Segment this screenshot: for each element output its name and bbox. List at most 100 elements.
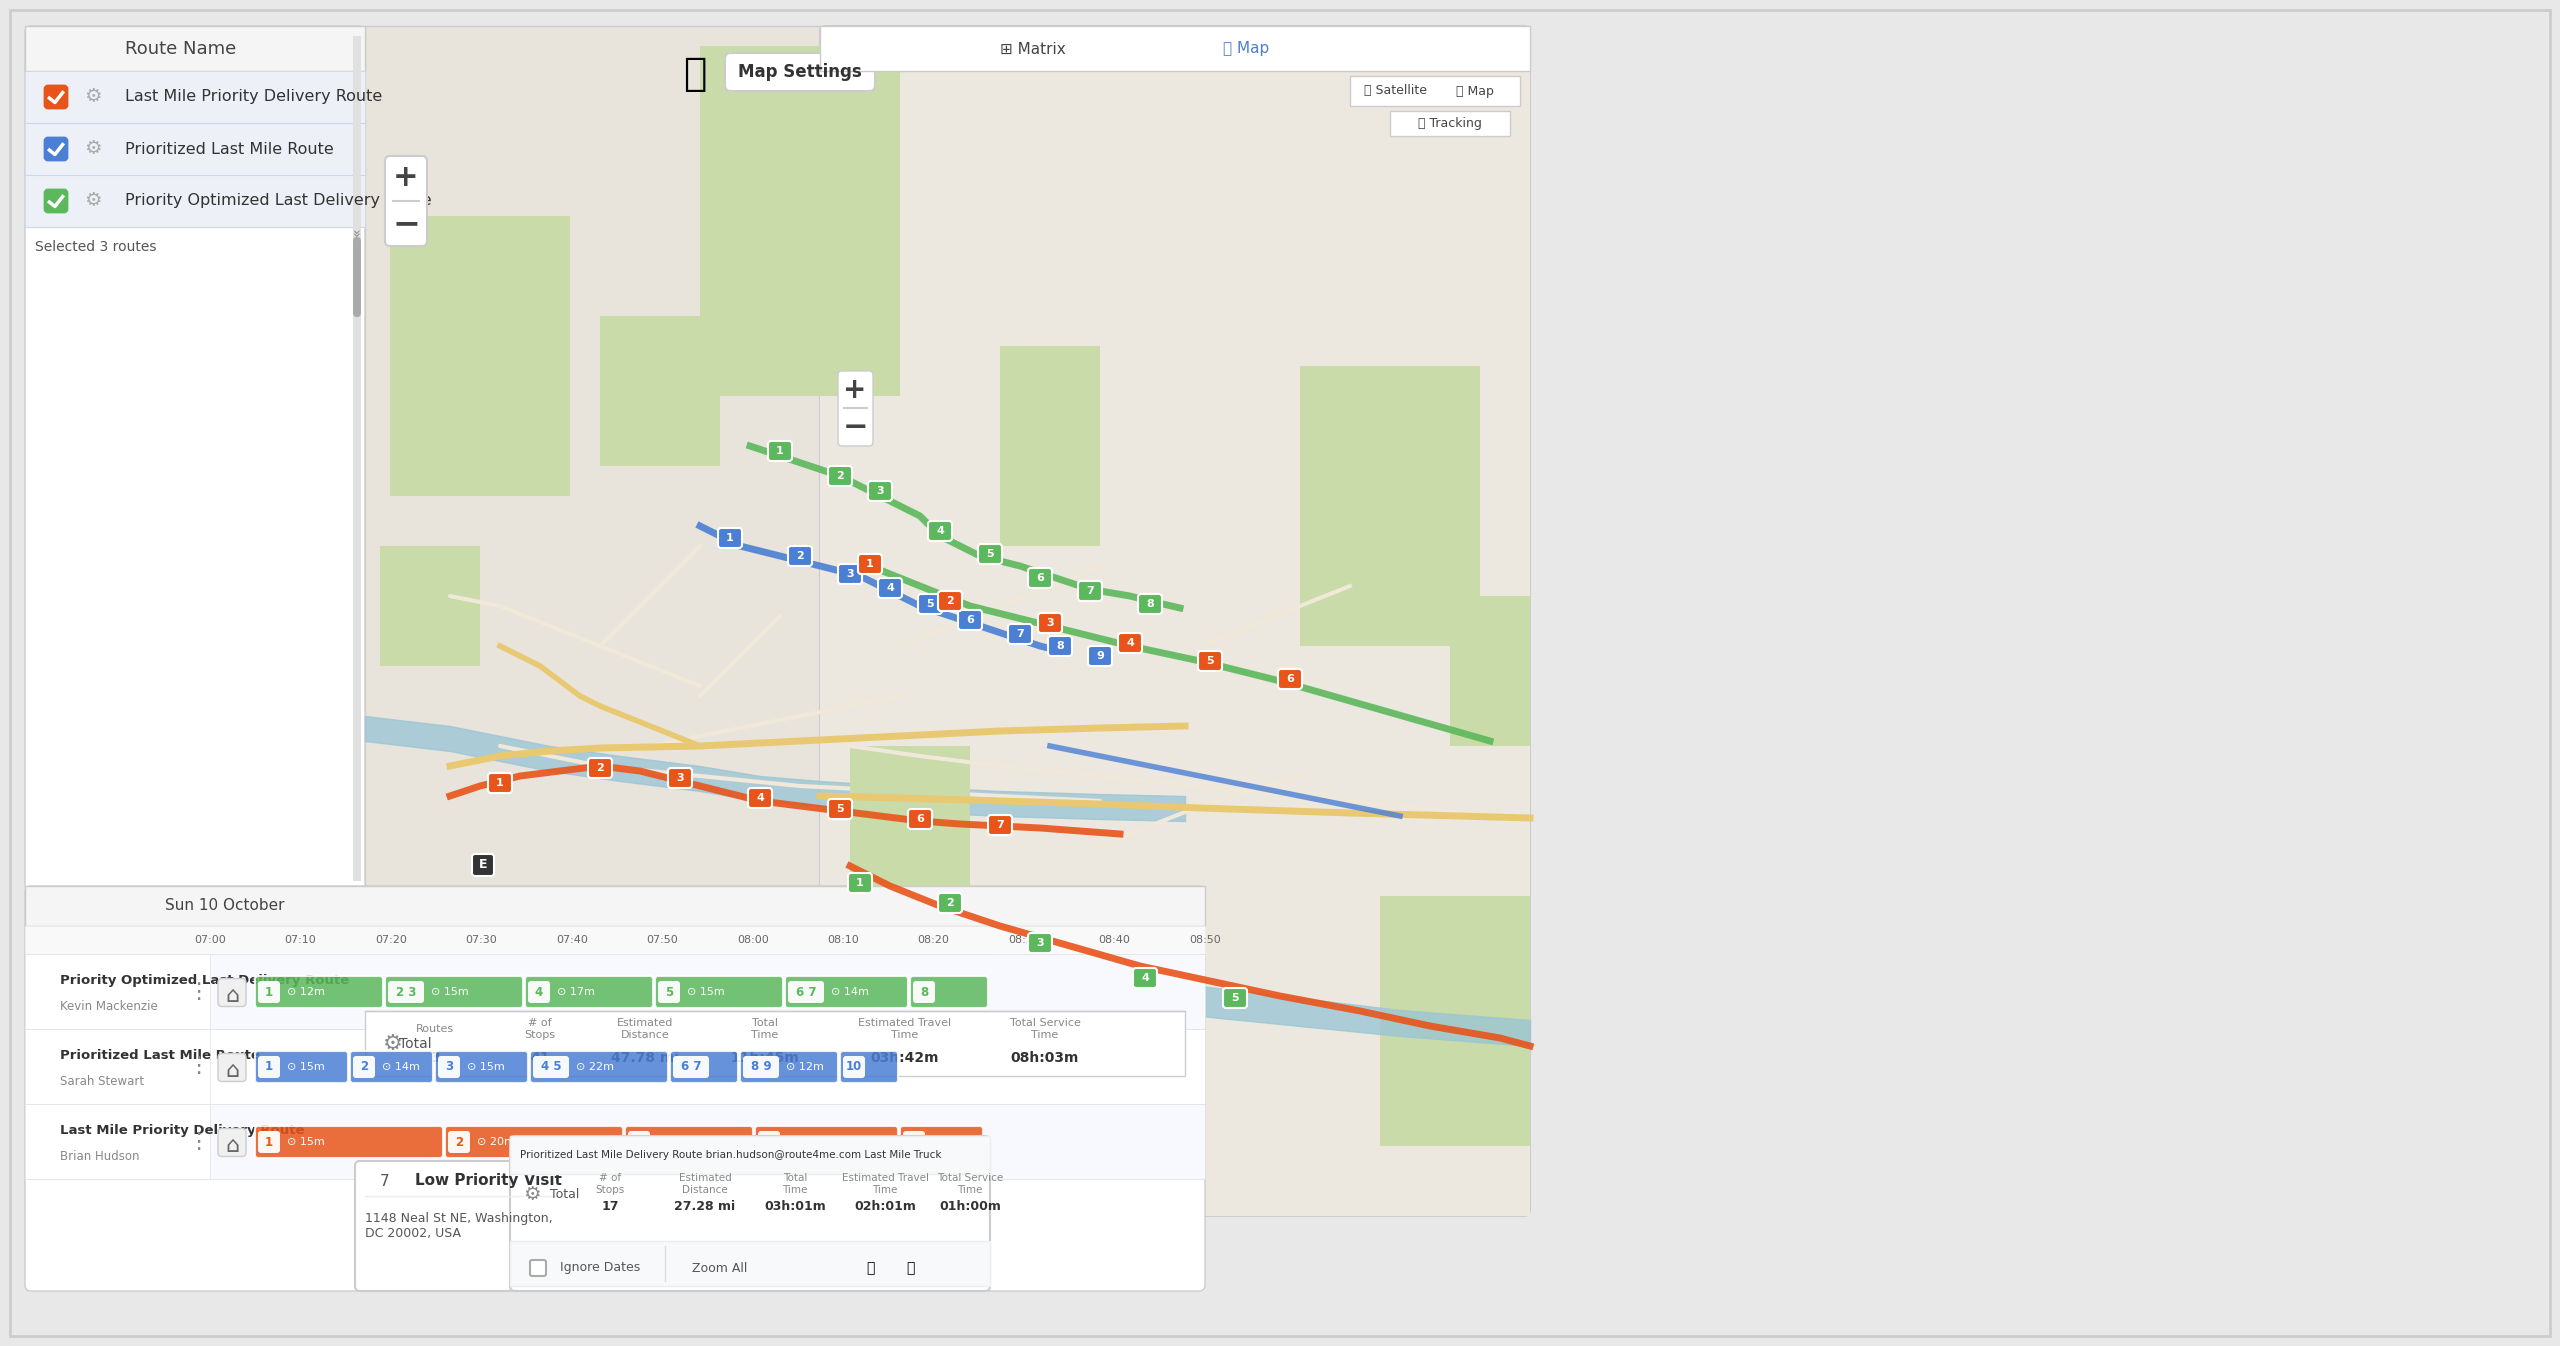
FancyBboxPatch shape [1029,568,1052,588]
Bar [26,1028,1206,1104]
Text: 5: 5 [986,549,993,559]
Text: ⚙: ⚙ [84,140,102,159]
Text: Brian Hudson: Brian Hudson [59,1149,138,1163]
Text: Ignore Dates: Ignore Dates [561,1261,640,1275]
Bar [599,316,719,466]
FancyBboxPatch shape [909,809,932,829]
Text: 2: 2 [947,898,955,909]
Text: Prioritized Last Mile Route: Prioritized Last Mile Route [125,141,333,156]
FancyBboxPatch shape [435,1051,527,1084]
Text: 1: 1 [264,985,274,999]
Text: 1: 1 [264,1136,274,1148]
FancyBboxPatch shape [904,1131,924,1154]
Text: Sun 10 October: Sun 10 October [166,899,284,914]
FancyBboxPatch shape [448,1131,471,1154]
Text: 07:00: 07:00 [195,935,225,945]
Text: 3: 3 [430,1051,440,1065]
Text: Last Mile Priority Delivery Route: Last Mile Priority Delivery Route [59,1124,305,1137]
Text: ⋮: ⋮ [187,981,210,1001]
Text: 08:50: 08:50 [1190,935,1221,945]
FancyBboxPatch shape [1134,968,1157,988]
Text: 2: 2 [837,471,845,481]
Text: 4: 4 [886,583,893,594]
FancyBboxPatch shape [717,528,742,548]
Text: ⋮: ⋮ [187,1057,210,1077]
FancyBboxPatch shape [655,976,783,1008]
Text: 2: 2 [456,1136,463,1148]
FancyBboxPatch shape [353,1057,374,1078]
Text: ⊙ 14m: ⊙ 14m [381,1062,420,1071]
FancyBboxPatch shape [868,481,891,501]
Text: +: + [394,163,420,192]
Text: 5: 5 [666,985,673,999]
Text: ⌂: ⌂ [225,987,238,1005]
FancyBboxPatch shape [256,1051,348,1084]
Text: Total: Total [550,1187,579,1201]
Text: 8: 8 [1147,599,1155,608]
Text: 5: 5 [927,599,934,608]
Text: Priority Optimized Last Delivery Route: Priority Optimized Last Delivery Route [125,194,433,209]
FancyBboxPatch shape [1224,988,1247,1008]
Text: Routes: Routes [415,1024,453,1034]
Bar [379,546,481,666]
Bar [1380,896,1531,1145]
Text: Prioritized Last Mile Route: Prioritized Last Mile Route [59,1049,261,1062]
Text: 4: 4 [535,985,543,999]
Text: ⚙: ⚙ [522,1184,540,1203]
FancyBboxPatch shape [1139,594,1162,614]
Text: ⊙ 15m: ⊙ 15m [786,1137,824,1147]
Text: 6: 6 [965,615,973,625]
Text: 3: 3 [1047,618,1055,629]
FancyBboxPatch shape [1198,651,1221,672]
Text: E: E [479,859,486,871]
FancyBboxPatch shape [840,1051,899,1084]
Text: ▼: ▼ [771,1061,778,1071]
Text: 11h:45m: 11h:45m [730,1051,799,1065]
Bar [819,26,1531,71]
FancyBboxPatch shape [356,1162,576,1291]
Text: 3: 3 [876,486,883,495]
Text: 1148 Neal St NE, Washington,
DC 20002, USA: 1148 Neal St NE, Washington, DC 20002, U… [366,1211,553,1240]
Text: 7: 7 [1085,586,1093,596]
Text: 47.78 mi: 47.78 mi [612,1051,678,1065]
FancyBboxPatch shape [788,981,824,1003]
Text: Map Settings: Map Settings [737,63,863,81]
Bar [26,26,366,71]
Text: 07:50: 07:50 [645,935,678,945]
Bar [366,26,1185,1075]
Text: 3: 3 [847,569,855,579]
Text: ⌂: ⌂ [225,1136,238,1156]
FancyBboxPatch shape [26,26,366,891]
Text: Total
Time: Total Time [753,1019,778,1040]
FancyBboxPatch shape [259,1057,279,1078]
Text: # of
Stops: # of Stops [596,1174,625,1195]
Text: 1: 1 [776,446,783,456]
Text: Last Mile Priority Delivery Route: Last Mile Priority Delivery Route [125,89,381,105]
Text: 08h:03m: 08h:03m [1011,1051,1080,1065]
Text: 4: 4 [1126,638,1134,647]
FancyBboxPatch shape [218,1128,246,1156]
FancyBboxPatch shape [445,1127,622,1158]
FancyBboxPatch shape [957,610,983,630]
Text: 2 3: 2 3 [397,985,417,999]
Bar [819,26,1531,1215]
FancyBboxPatch shape [218,979,246,1007]
Text: ⊙ 22m: ⊙ 22m [576,1062,614,1071]
FancyBboxPatch shape [658,981,681,1003]
FancyBboxPatch shape [724,52,876,92]
FancyBboxPatch shape [625,1127,753,1158]
Text: 3: 3 [445,1061,453,1074]
Text: ⚙: ⚙ [84,87,102,106]
Bar [26,1104,1206,1179]
Text: ⊙ 15m: ⊙ 15m [466,1062,504,1071]
FancyBboxPatch shape [46,139,67,160]
Text: ⊙ 12m: ⊙ 12m [786,1062,824,1071]
Text: 6 7: 6 7 [796,985,817,999]
Text: 7: 7 [996,820,1004,830]
Text: «: « [351,227,364,237]
Text: 5: 5 [1231,993,1239,1003]
Text: 🔍: 🔍 [865,1261,873,1275]
Text: 08:30: 08:30 [1009,935,1039,945]
Text: Kevin Mackenzie: Kevin Mackenzie [59,1000,159,1014]
Text: 2: 2 [596,763,604,773]
